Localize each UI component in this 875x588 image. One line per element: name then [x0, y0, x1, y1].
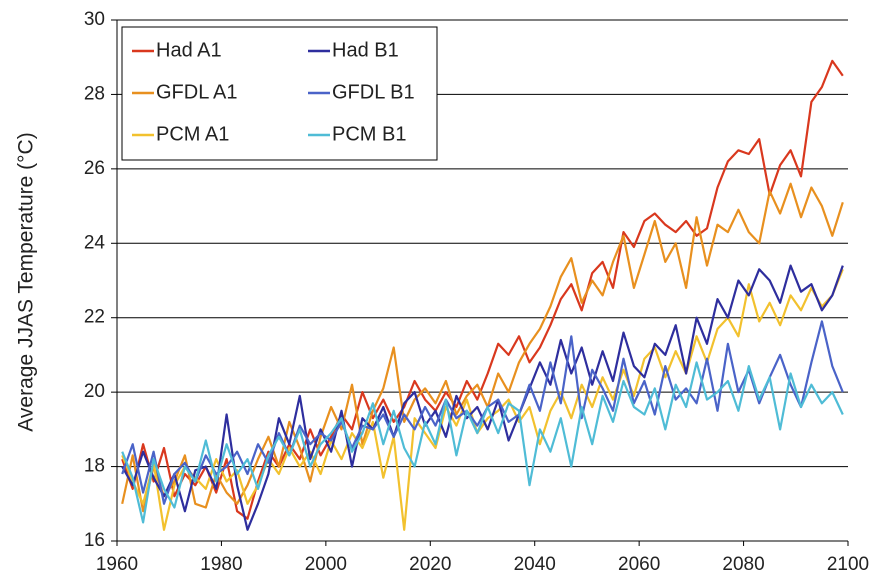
- legend-label: GFDL A1: [156, 81, 238, 103]
- y-tick-label: 24: [84, 232, 106, 253]
- y-tick-label: 26: [84, 158, 105, 179]
- series-line: [121, 268, 844, 531]
- x-tick-label: 2060: [618, 554, 660, 575]
- y-tick-label: 30: [84, 9, 105, 30]
- legend-label: Had B1: [332, 39, 399, 61]
- legend-label: Had A1: [156, 39, 222, 61]
- series-line: [121, 361, 844, 524]
- y-axis-label: Average JJAS Temperature (°C): [15, 132, 38, 431]
- legend-label: PCM A1: [156, 123, 229, 145]
- y-tick-label: 22: [84, 307, 105, 328]
- x-tick-label: 2080: [722, 554, 764, 575]
- x-tick-label: 2020: [409, 554, 451, 575]
- x-tick-label: 1960: [96, 554, 138, 575]
- series-line: [121, 320, 844, 505]
- series-line: [121, 59, 844, 520]
- y-tick-label: 28: [84, 83, 105, 104]
- series-line: [121, 182, 844, 513]
- legend-label: PCM B1: [332, 123, 406, 145]
- x-tick-label: 2000: [305, 554, 347, 575]
- y-tick-label: 18: [84, 456, 105, 477]
- y-tick-label: 16: [84, 530, 105, 551]
- y-tick-label: 20: [84, 381, 105, 402]
- legend-label: GFDL B1: [332, 81, 415, 103]
- x-tick-label: 2040: [514, 554, 556, 575]
- legend-box: [121, 26, 438, 161]
- x-tick-label: 1980: [200, 554, 242, 575]
- x-tick-label: 2100: [827, 554, 869, 575]
